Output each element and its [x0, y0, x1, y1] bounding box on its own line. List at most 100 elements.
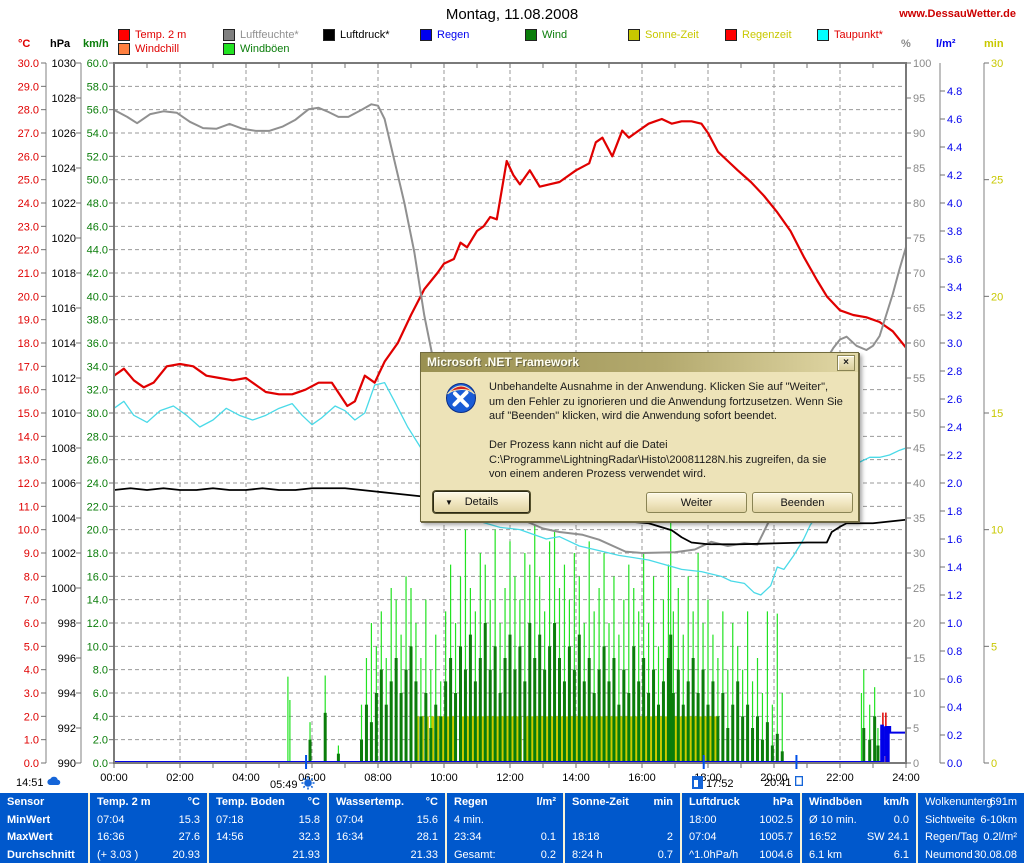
close-icon[interactable]: × — [837, 355, 855, 371]
humidity-axis-tick-label: 70 — [913, 268, 925, 280]
pressure-axis-tick-label: 1024 — [52, 163, 76, 175]
sun-axis-tick-label: 25 — [991, 175, 1003, 187]
temp-axis-tick-label: 18.0 — [18, 338, 39, 350]
page-title: Montag, 11.08.2008 — [445, 6, 579, 23]
wind-axis-tick-label: 34.0 — [87, 361, 108, 373]
column-name: Temp. 2 m — [97, 796, 151, 808]
wind-axis-tick-label: 56.0 — [87, 105, 108, 117]
column-unit: °C — [307, 796, 320, 808]
wind-axis-tick-label: 38.0 — [87, 315, 108, 327]
humidity-axis-tick-label: 5 — [913, 723, 919, 735]
details-button[interactable]: ▼ Details — [433, 491, 530, 513]
x-axis-tick-label: 02:00 — [166, 772, 194, 784]
rain-axis-tick-label: 0.6 — [947, 674, 962, 686]
cell-value: 1002.5 — [759, 813, 793, 826]
wind-axis-tick-label: 24.0 — [87, 478, 108, 490]
time-marker-1451: 14:51 — [16, 776, 61, 789]
rain-axis-tick-label: 2.8 — [947, 366, 962, 378]
humidity-axis-tick-label: 10 — [913, 688, 925, 700]
legend-item-regenzeit: Regenzeit — [725, 29, 792, 41]
temp-axis-tick-label: 23.0 — [18, 221, 39, 233]
wind-axis-tick-label: 42.0 — [87, 268, 108, 280]
legend-item-wind: Wind — [525, 29, 567, 41]
website-link[interactable]: www.DessauWetter.de — [899, 8, 1016, 20]
legend-label: Regen — [437, 29, 470, 41]
temp-axis-tick-label: 3.0 — [24, 688, 39, 700]
table-rowheader-column: Sensor MinWert MaxWert Durchschnitt — [0, 793, 88, 863]
cell-value: 20.93 — [172, 848, 200, 861]
beenden-button[interactable]: Beenden — [752, 492, 853, 513]
wind-axis-tick-label: 54.0 — [87, 128, 108, 140]
smallbox-icon — [794, 775, 803, 789]
wind-axis-tick-label: 22.0 — [87, 501, 108, 513]
legend-color-swatch — [118, 29, 130, 41]
legend-item-sonne-zeit: Sonne-Zeit — [628, 29, 699, 41]
rain-axis-tick-label: 3.8 — [947, 226, 962, 238]
humidity-axis-tick-label: 45 — [913, 443, 925, 455]
humidity-axis-tick-label: 30 — [913, 548, 925, 560]
column-name: Temp. Boden — [216, 796, 285, 808]
legend-item-windb-en: Windböen — [223, 43, 290, 55]
rain-axis-tick-label: 4.0 — [947, 198, 962, 210]
temp-axis-tick-label: 8.0 — [24, 571, 39, 583]
dotnet-error-dialog: Microsoft .NET Framework × Unbehandelte … — [420, 352, 859, 522]
legend-color-swatch — [420, 29, 432, 41]
column-name: Sonne-Zeit — [572, 796, 629, 808]
pressure-axis-tick-label: 1028 — [52, 93, 76, 105]
x-axis-tick-label: 08:00 — [364, 772, 392, 784]
temp-axis-tick-label: 2.0 — [24, 711, 39, 723]
table-column-temp-boden: Temp. Boden °C 07:18 15.8 14:56 32.3 21.93 — [207, 793, 327, 863]
wind-axis-tick-label: 2.0 — [93, 735, 108, 747]
pressure-axis-tick-label: 1012 — [52, 373, 76, 385]
temp-axis-tick-label: 16.0 — [18, 385, 39, 397]
humidity-axis-tick-label: 50 — [913, 408, 925, 420]
temp-axis-tick-label: 0.0 — [24, 758, 39, 770]
legend-label: Luftfeuchte* — [240, 29, 299, 41]
temp-axis-tick-label: 28.0 — [18, 105, 39, 117]
pressure-axis-tick-label: 1008 — [52, 443, 76, 455]
table-column-wassertemp-: Wassertemp. °C 07:04 15.6 16:34 28.1 21.33 — [327, 793, 445, 863]
cloud-icon — [46, 776, 61, 789]
rain-axis-tick-label: 3.4 — [947, 282, 962, 294]
pressure-axis-tick-label: 998 — [58, 618, 76, 630]
pressure-axis-tick-label: 1010 — [52, 408, 76, 420]
cell-value: 27.6 — [178, 831, 200, 843]
wind-axis-tick-label: 32.0 — [87, 385, 108, 397]
rain-axis-tick-label: 4.2 — [947, 170, 962, 182]
rain-axis-tick-label: 0.0 — [947, 758, 962, 770]
rain-axis-tick-label: 0.4 — [947, 702, 962, 714]
rain-axis-tick-label: 4.4 — [947, 142, 962, 154]
table-column-luftdruck: Luftdruck hPa 18:00 1002.5 07:04 1005.7 ^1.0hP… — [680, 793, 800, 863]
cell-time: 18:18 — [572, 831, 600, 843]
x-axis-tick-label: 04:00 — [232, 772, 260, 784]
info-label: Wolkenunterg — [925, 796, 993, 808]
legend-color-swatch — [817, 29, 829, 41]
column-name: Wassertemp. — [336, 796, 405, 808]
wind-axis-tick-label: 16.0 — [87, 571, 108, 583]
sensor-summary-table: Sensor MinWert MaxWert Durchschnitt Temp. 2 … — [0, 793, 1024, 863]
rain-axis-tick-label: 0.8 — [947, 646, 962, 658]
weiter-button[interactable]: Weiter — [646, 492, 747, 513]
wind-axis-tick-label: 0.0 — [93, 758, 108, 770]
temp-axis-tick-label: 19.0 — [18, 315, 39, 327]
cell-time: ^1.0hPa/h — [689, 848, 739, 861]
sun-icon — [301, 776, 315, 793]
temp-axis-tick-label: 25.0 — [18, 175, 39, 187]
dialog-message: Unbehandelte Ausnahme in der Anwendung. … — [489, 381, 843, 422]
sun-axis-tick-label: 30 — [991, 58, 1003, 70]
legend-item-luftdruck-: Luftdruck* — [323, 29, 390, 41]
dialog-title[interactable]: Microsoft .NET Framework — [421, 353, 858, 372]
dialog-detail-message: Der Prozess kann nicht auf die Datei C:\… — [489, 439, 827, 480]
time-marker-label: 17:52 — [706, 778, 734, 790]
humidity-axis-tick-label: 65 — [913, 303, 925, 315]
legend-color-swatch — [725, 29, 737, 41]
x-axis-tick-label: 22:00 — [826, 772, 854, 784]
temp-axis-tick-label: 17.0 — [18, 361, 39, 373]
rain-axis-tick-label: 3.0 — [947, 338, 962, 350]
legend-color-swatch — [223, 43, 235, 55]
cell-value: 0.0 — [893, 813, 909, 826]
humidity-axis-tick-label: 90 — [913, 128, 925, 140]
table-row-header: Durchschnitt — [7, 848, 75, 861]
humidity-axis-tick-label: 55 — [913, 373, 925, 385]
cell-value: 28.1 — [416, 831, 438, 843]
